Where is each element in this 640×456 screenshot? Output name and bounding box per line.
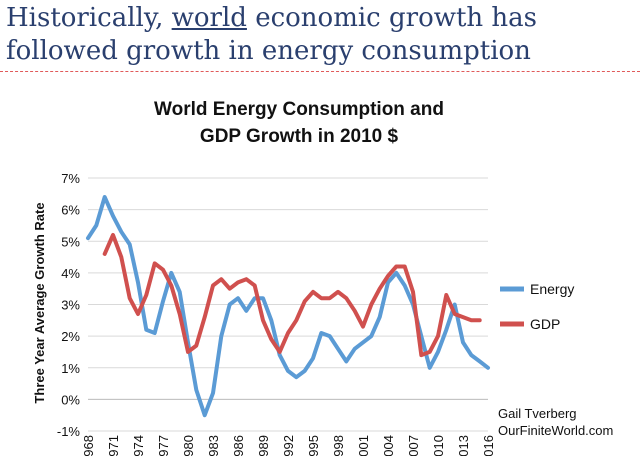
y-tick-label: 0% [61, 392, 80, 407]
y-tick-label: 3% [61, 298, 80, 313]
y-tick-label: 6% [61, 203, 80, 218]
y-tick-label: 7% [61, 171, 80, 186]
chart-title-line1: World Energy Consumption and [154, 99, 444, 120]
credit-author: Gail Tverberg [498, 406, 577, 421]
title-post: economic growth has followed growth in e… [6, 3, 538, 66]
x-tick-label: 1998 [331, 435, 346, 456]
x-tick-label: 1983 [206, 435, 221, 456]
series-lines [86, 195, 490, 418]
series-line-gdp [102, 232, 482, 358]
y-tick-label: 4% [61, 266, 80, 281]
legend-gdp-label: GDP [530, 316, 560, 332]
gridlines [88, 177, 488, 432]
x-axis-ticks: 1968 1971 1974 1977 1980 1983 1986 1989 1992 1995… [81, 435, 496, 456]
series-line-energy [86, 195, 490, 418]
x-tick-label: 2004 [381, 435, 396, 456]
x-tick-label: 1971 [106, 435, 121, 456]
y-tick-label: 5% [61, 234, 80, 249]
legend: Energy GDP [500, 281, 574, 332]
slide-title: Historically, world economic growth has … [6, 2, 636, 68]
y-axis-label: Three Year Average Growth Rate [32, 202, 47, 403]
x-tick-label: 1989 [256, 435, 271, 456]
x-tick-label: 1974 [131, 435, 146, 456]
legend-energy-label: Energy [530, 281, 574, 297]
title-pre: Historically, [6, 3, 172, 33]
x-tick-label: 2016 [481, 435, 496, 456]
x-tick-label: 1968 [81, 435, 96, 456]
x-tick-label: 2001 [356, 435, 371, 456]
x-tick-label: 2010 [431, 435, 446, 456]
x-tick-label: 1992 [281, 435, 296, 456]
x-tick-label: 1977 [156, 435, 171, 456]
title-divider [0, 71, 640, 72]
y-tick-label: 1% [61, 361, 80, 376]
y-tick-label: 2% [61, 329, 80, 344]
y-axis-ticks: -1% 0% 1% 2% 3% 4% 5% 6% 7% [57, 171, 81, 439]
credit-site: OurFiniteWorld.com [498, 423, 613, 438]
chart-title-line2: GDP Growth in 2010 $ [200, 126, 399, 147]
y-tick-label: -1% [57, 424, 81, 439]
x-tick-label: 1980 [181, 435, 196, 456]
x-tick-label: 2007 [406, 435, 421, 456]
x-tick-label: 2013 [456, 435, 471, 456]
x-tick-label: 1995 [306, 435, 321, 456]
x-tick-label: 1986 [231, 435, 246, 456]
title-highlight: world [171, 3, 247, 33]
